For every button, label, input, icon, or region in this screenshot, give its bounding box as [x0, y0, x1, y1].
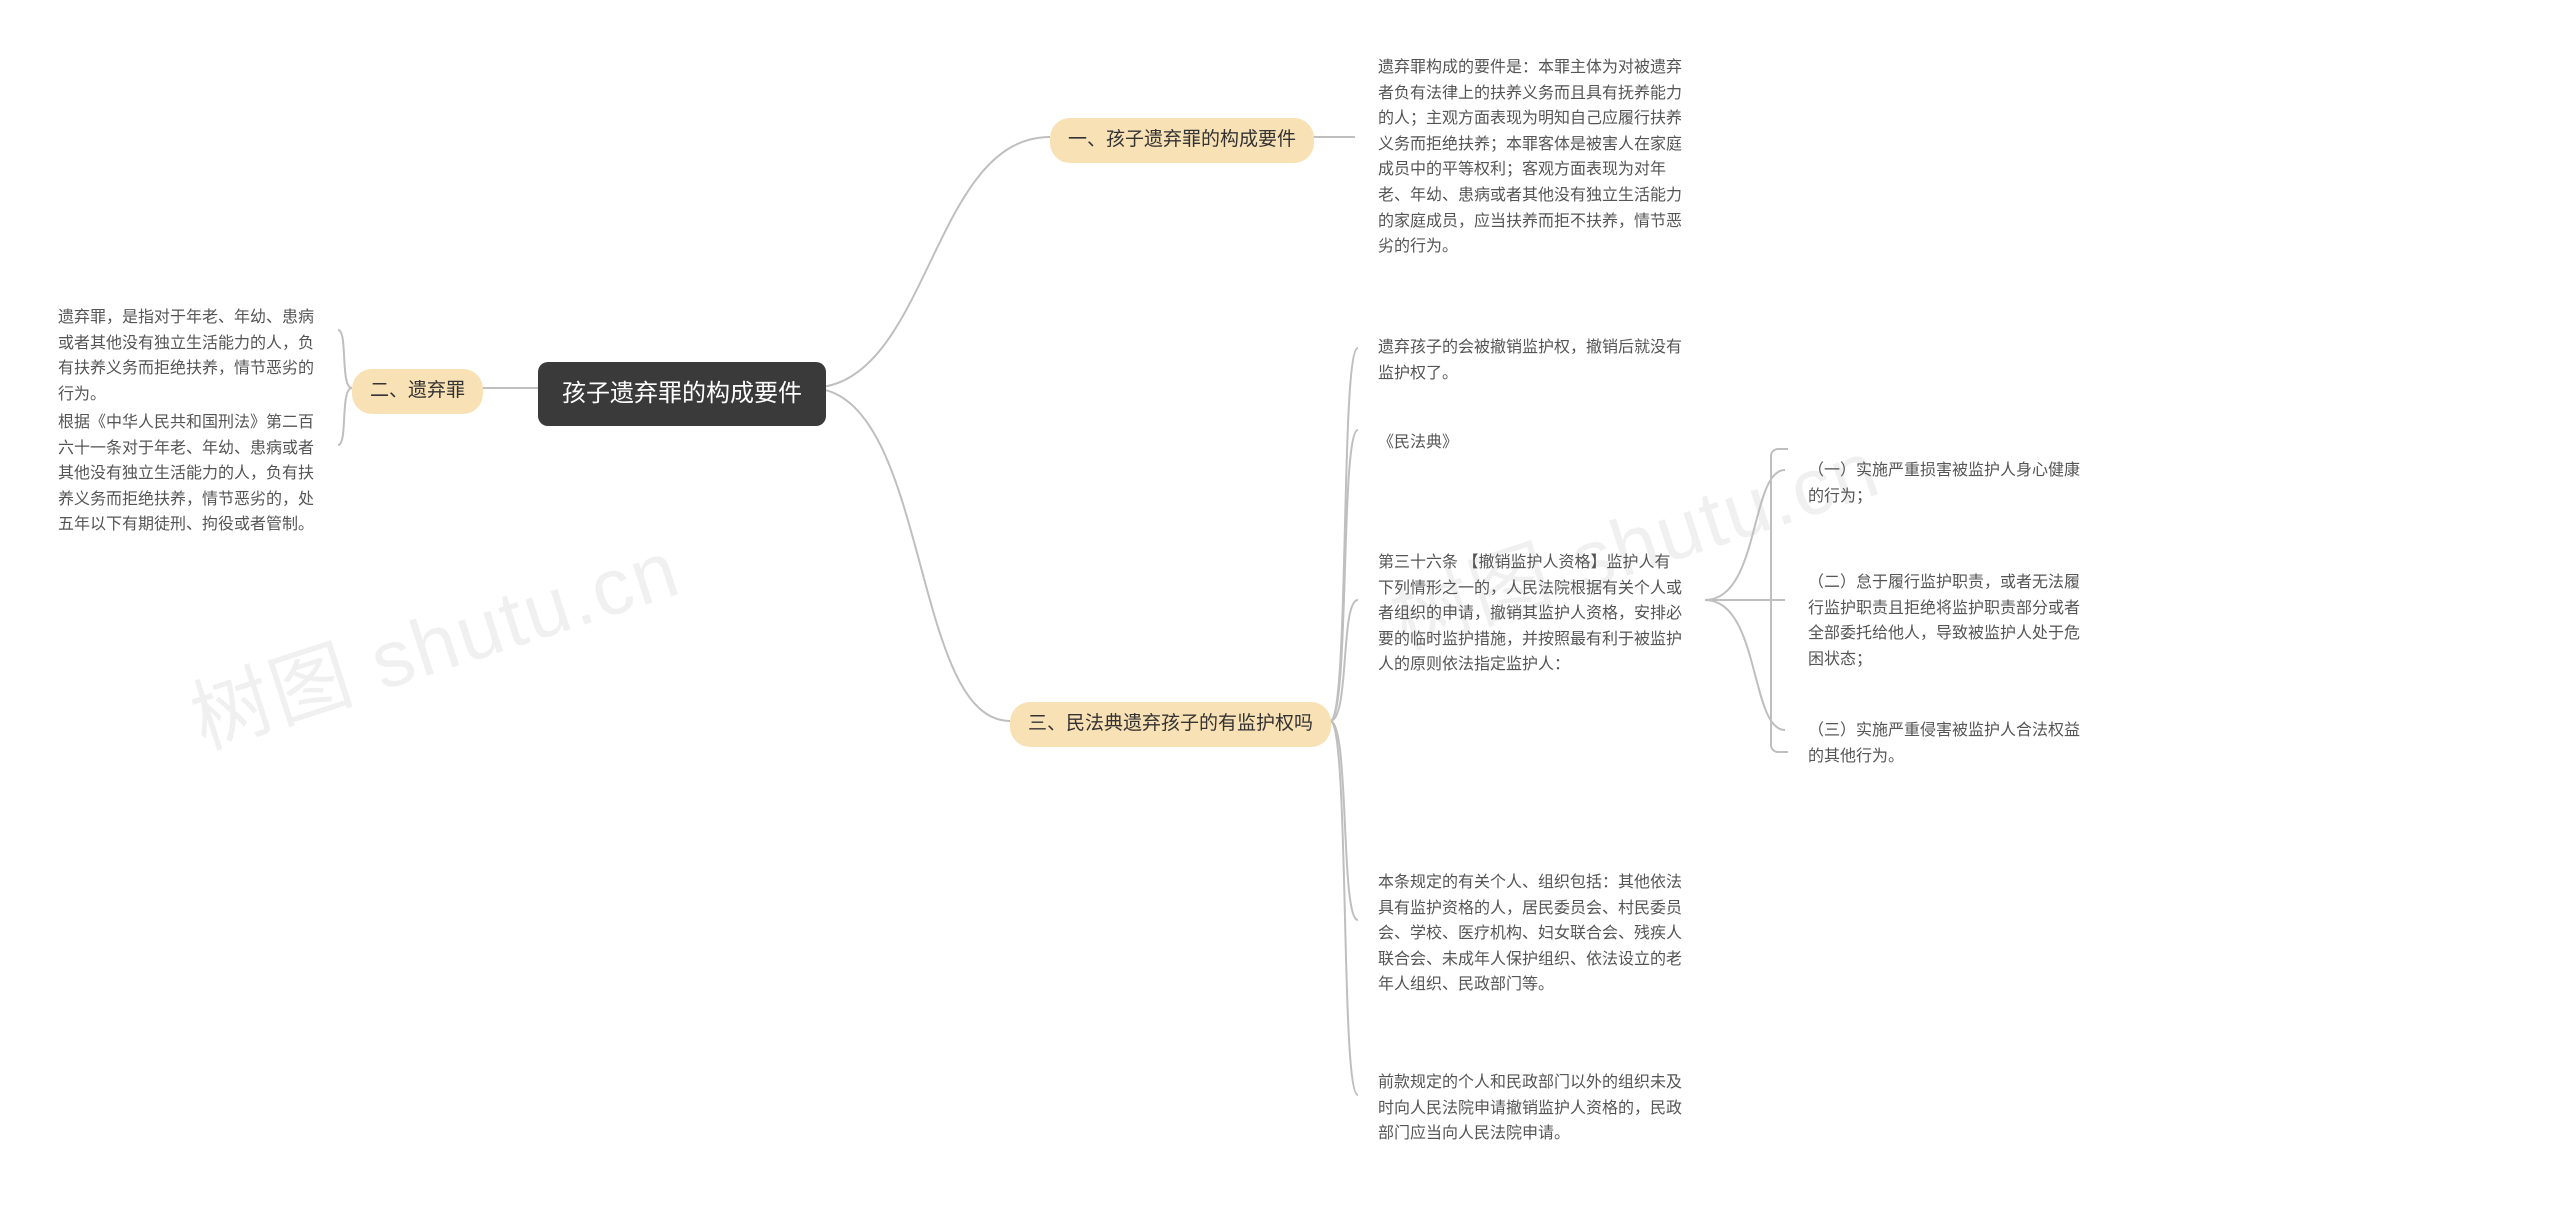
- leaf-3-3: 第三十六条 【撤销监护人资格】监护人有下列情形之一的，人民法院根据有关个人或者组…: [1360, 540, 1700, 688]
- leaf-3-4: 本条规定的有关个人、组织包括：其他依法具有监护资格的人，居民委员会、村民委员会、…: [1360, 860, 1700, 1008]
- leaf-3-3-3: （三）实施严重侵害被监护人合法权益的其他行为。: [1790, 708, 2110, 779]
- sub-bracket: [1770, 448, 1788, 753]
- leaf-3-5: 前款规定的个人和民政部门以外的组织未及时向人民法院申请撤销监护人资格的，民政部门…: [1360, 1060, 1700, 1157]
- leaf-2-2: 根据《中华人民共和国刑法》第二百六十一条对于年老、年幼、患病或者其他没有独立生活…: [40, 400, 340, 548]
- root-node: 孩子遗弃罪的构成要件: [538, 362, 826, 426]
- branch-2: 二、遗弃罪: [352, 369, 483, 414]
- leaf-3-2: 《民法典》: [1360, 420, 1700, 466]
- branch-3: 三、民法典遗弃孩子的有监护权吗: [1010, 702, 1331, 747]
- branch-1: 一、孩子遗弃罪的构成要件: [1050, 118, 1314, 163]
- leaf-3-3-2: （二）怠于履行监护职责，或者无法履行监护职责且拒绝将监护职责部分或者全部委托给他…: [1790, 560, 2110, 682]
- leaf-1-1: 遗弃罪构成的要件是：本罪主体为对被遗弃者负有法律上的扶养义务而且具有抚养能力的人…: [1360, 45, 1710, 270]
- leaf-3-1: 遗弃孩子的会被撤销监护权，撤销后就没有监护权了。: [1360, 325, 1700, 396]
- mindmap-connectors: [0, 0, 2560, 1220]
- leaf-3-3-1: （一）实施严重损害被监护人身心健康的行为；: [1790, 448, 2110, 519]
